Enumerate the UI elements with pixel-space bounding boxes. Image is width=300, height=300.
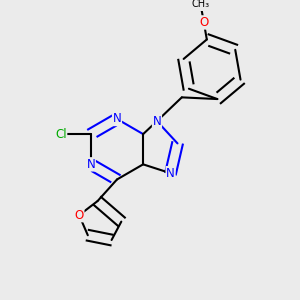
Text: O: O — [74, 208, 84, 222]
Text: Cl: Cl — [55, 128, 67, 141]
Text: N: N — [112, 112, 122, 125]
Text: O: O — [199, 16, 208, 29]
Text: CH₃: CH₃ — [192, 0, 210, 9]
Text: N: N — [166, 167, 175, 180]
Text: N: N — [86, 158, 95, 171]
Text: N: N — [153, 115, 161, 128]
